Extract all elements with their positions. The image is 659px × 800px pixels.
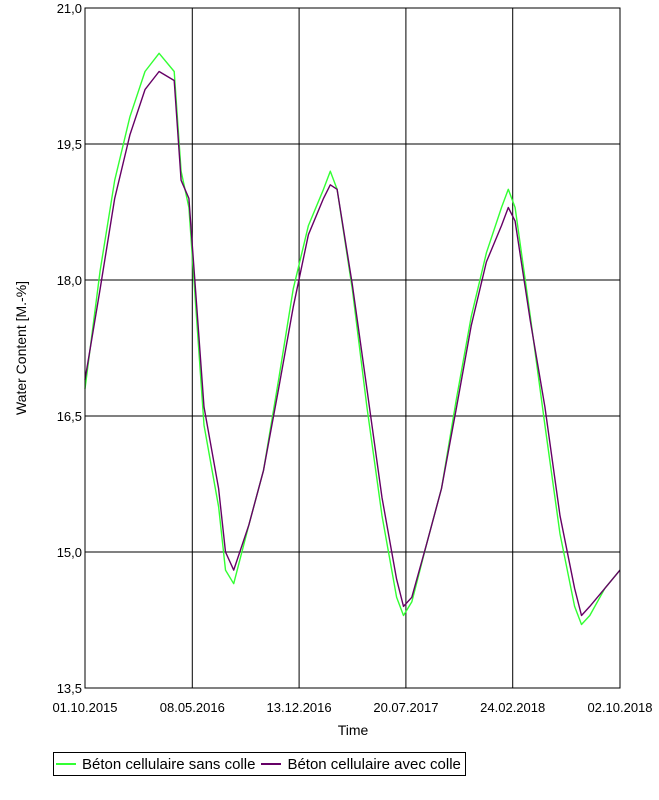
- y-tick-label: 18,0: [57, 273, 82, 288]
- series-line-sans-colle: [84, 52, 621, 626]
- legend: Béton cellulaire sans colle Béton cellul…: [53, 752, 466, 776]
- legend-label-sans-colle: Béton cellulaire sans colle: [82, 755, 256, 773]
- y-tick-labels: 13,5 15,0 16,5 18,0 19,5 21,0: [57, 1, 82, 696]
- x-tick-label: 13.12.2016: [267, 700, 332, 715]
- x-axis-title: Time: [338, 722, 369, 738]
- y-tick-label: 13,5: [57, 681, 82, 696]
- legend-item-sans-colle: Béton cellulaire sans colle: [56, 756, 255, 773]
- x-tick-labels: 01.10.2015 08.05.2016 13.12.2016 20.07.2017…: [52, 700, 652, 715]
- x-tick-label: 02.10.2018: [587, 700, 652, 715]
- plot-frame: [84, 7, 621, 689]
- y-tick-label: 16,5: [57, 409, 82, 424]
- x-tick-label: 08.05.2016: [160, 700, 225, 715]
- series-layer: [84, 52, 621, 626]
- legend-item-avec-colle: Béton cellulaire avec colle: [261, 755, 461, 773]
- y-tick-label: 21,0: [57, 1, 82, 16]
- grid-lines: [84, 7, 621, 689]
- y-axis-title: Water Content [M.-%]: [13, 281, 29, 415]
- legend-swatch-sans-colle: [56, 763, 76, 765]
- series-line-avec-colle: [84, 70, 621, 617]
- y-tick-label: 15,0: [57, 545, 82, 560]
- legend-swatch-avec-colle: [261, 763, 282, 765]
- x-tick-label: 24.02.2018: [480, 700, 545, 715]
- x-tick-label: 20.07.2017: [373, 700, 438, 715]
- y-tick-label: 19,5: [57, 137, 82, 152]
- x-tick-label: 01.10.2015: [52, 700, 117, 715]
- legend-label-avec-colle: Béton cellulaire avec colle: [287, 755, 461, 773]
